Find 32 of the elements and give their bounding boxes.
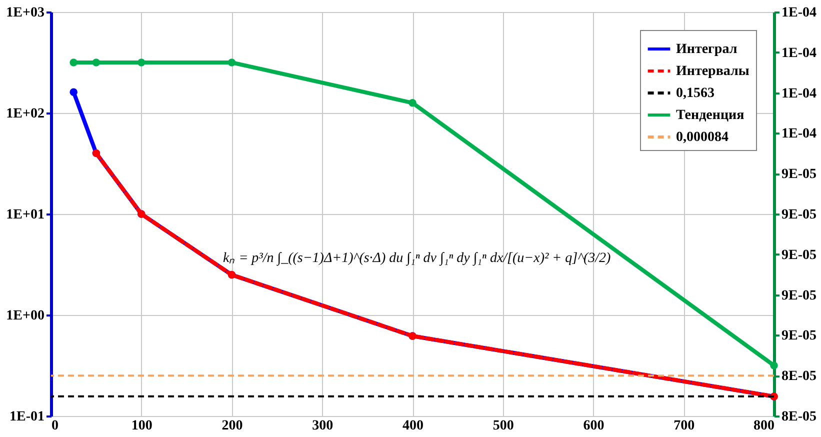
x-tick-label: 0 — [52, 418, 58, 434]
y2-tick-label: 1E-04 — [782, 126, 816, 142]
y2-tick-label: 9E-05 — [782, 167, 816, 182]
y2-tick-label: 9E-05 — [782, 288, 816, 304]
y2-tick-label: 9E-05 — [782, 208, 816, 222]
y2-tick-label: 1E-04 — [782, 86, 816, 102]
point — [70, 88, 78, 96]
y-tick-label: 1E+03 — [6, 6, 44, 20]
annotation: kₙ = p³/n ∫_((s−1)Δ+1)^(s·Δ) du ∫₁ⁿ dv ∫₁ⁿ dy ∫₁ⁿ dx/[(u−x)² + q]^(3/2) — [223, 251, 612, 266]
legend-label: Интервалы — [676, 64, 750, 79]
x-tick-label: 400 — [402, 418, 424, 434]
x-tick-label: 100 — [131, 418, 152, 434]
y-tick-label: 1E+02 — [6, 106, 44, 122]
y2-tick-label: 8E-05 — [782, 410, 816, 424]
legend-label: Интеграл — [676, 42, 738, 57]
x-tick-label: 500 — [492, 418, 514, 434]
x-tick-label: 800 — [754, 418, 774, 434]
y2-tick-label: 9E-05 — [782, 248, 816, 263]
y2-tick-label: 1E-04 — [782, 46, 816, 61]
x-tick-label: 700 — [674, 418, 695, 434]
legend-label: Тенденция — [676, 108, 745, 123]
legend-label: 0,1563 — [676, 86, 714, 101]
y-tick-label: 1E+01 — [6, 208, 44, 222]
legend-label: 0,000084 — [676, 130, 728, 145]
x-tick-label: 300 — [312, 418, 334, 434]
y-tick-label: 1E-01 — [10, 410, 44, 424]
y2-tick-label: 1E-04 — [782, 6, 816, 20]
x-tick-label: 200 — [222, 418, 243, 434]
y2-tick-label: 9E-05 — [782, 328, 816, 344]
y2-tick-label: 8E-05 — [782, 369, 816, 384]
y-tick-label: 1E+00 — [6, 308, 44, 324]
x-tick-label: 600 — [583, 418, 604, 434]
